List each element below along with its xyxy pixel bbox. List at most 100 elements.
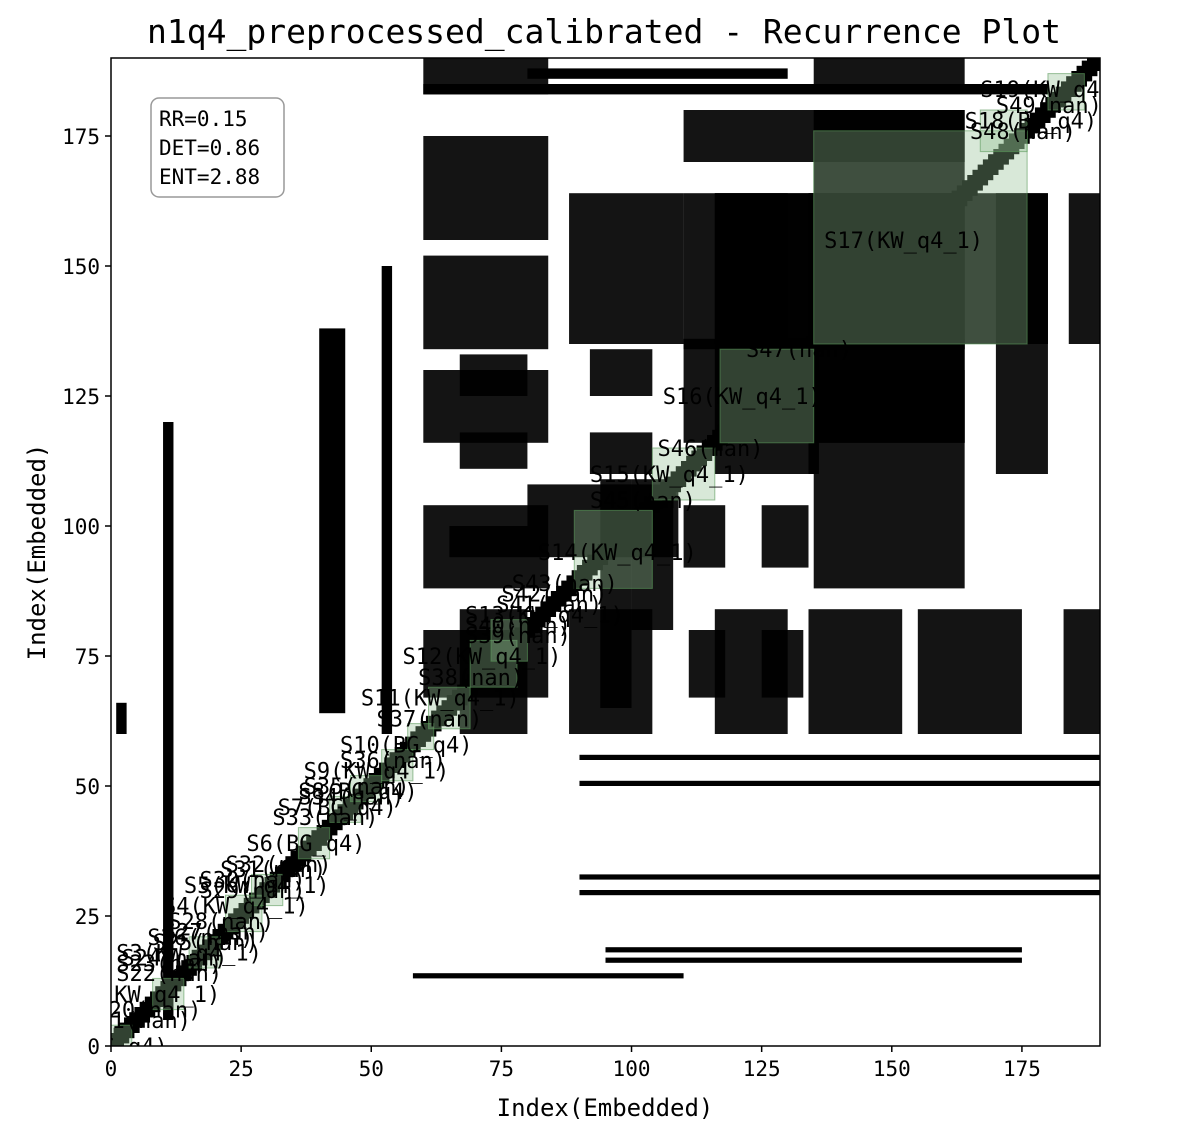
segment-label: S28(nan) xyxy=(168,910,274,935)
segment-region xyxy=(349,775,383,803)
segment-label: S36(nan) xyxy=(340,749,446,774)
segment-label: S21(nan) xyxy=(85,1009,191,1034)
segment-label: S35(nan) xyxy=(304,775,410,800)
segment-label: S18(BG_q4) xyxy=(965,109,1097,134)
segment-label: S34(nan) xyxy=(298,785,404,810)
segment-label: S12(KW_q4_1) xyxy=(402,645,561,670)
recurrence-block-mirror xyxy=(813,110,965,350)
recurrence-block xyxy=(714,193,788,344)
recurrence-line xyxy=(605,947,1022,953)
recurrence-block-mirror xyxy=(761,505,809,568)
segment-region xyxy=(1047,73,1085,111)
segment-label: S22(nan) xyxy=(116,962,222,987)
segment-region xyxy=(251,873,284,907)
stats-box-frame xyxy=(150,97,285,198)
x-tick-label: 100 xyxy=(613,1057,651,1081)
chart-title: n1q4_preprocessed_calibrated - Recurrenc… xyxy=(147,12,1061,52)
x-tick-label: 75 xyxy=(489,1057,514,1081)
segment-label: S38(nan) xyxy=(418,666,524,691)
recurrence-line xyxy=(116,702,127,734)
segment-label: S39(nan) xyxy=(465,624,571,649)
recurrence-block xyxy=(1068,193,1100,344)
segment-region xyxy=(381,749,414,782)
y-tick-label: 100 xyxy=(62,515,100,539)
y-tick-label: 0 xyxy=(87,1035,100,1059)
segment-label: S6(BG_q4) xyxy=(246,832,365,857)
recurrence-block xyxy=(808,609,903,734)
recurrence-block-mirror xyxy=(423,505,549,589)
segment-label: S26(nan) xyxy=(147,926,253,951)
recurrence-block xyxy=(589,432,653,474)
segment-label: S5(KW_q4_1) xyxy=(184,874,330,899)
segment-label: S29(nan) xyxy=(199,879,305,904)
x-axis-label: Index(Embedded) xyxy=(497,1094,714,1122)
y-tick-label: 150 xyxy=(62,255,100,279)
y-tick-label: 50 xyxy=(75,775,100,799)
y-axis-label: Index(Embedded) xyxy=(23,444,51,661)
segment-label: S7(BG_q4) xyxy=(278,796,397,821)
x-tick-label: 0 xyxy=(105,1057,118,1081)
recurrence-block-mirror xyxy=(683,505,726,568)
recurrence-line xyxy=(579,890,1100,896)
segment-label: S4(KW_q4_1) xyxy=(163,895,309,920)
segment-label: S10(BG_q4) xyxy=(340,733,472,758)
segment-region xyxy=(469,639,518,688)
segment-label: S19(KW_q4_1) xyxy=(980,78,1139,103)
recurrence-line xyxy=(412,973,684,979)
segment-label: S47(nan) xyxy=(746,338,852,363)
recurrence-line xyxy=(319,328,346,714)
segment-region xyxy=(651,447,716,501)
segment-layer xyxy=(111,73,1085,1046)
recurrence-line xyxy=(579,754,1100,760)
segment-label: S48(nan) xyxy=(970,120,1076,145)
recurrence-line xyxy=(527,68,788,79)
segment-region xyxy=(407,723,435,751)
segment-region xyxy=(225,894,263,933)
segment-label: S37(nan) xyxy=(376,707,482,732)
segment-label: S45(nan) xyxy=(590,489,696,514)
segment-label: S15(KW_q4_1) xyxy=(590,463,749,488)
recurrence-block-mirror xyxy=(423,255,549,350)
plot-frame xyxy=(110,57,1101,1047)
recurrence-layer xyxy=(111,58,1100,1046)
segment-region xyxy=(329,795,362,823)
stats-det: DET=0.86 xyxy=(159,136,260,160)
segment-region xyxy=(297,827,331,860)
segment-region xyxy=(428,686,471,730)
segment-label: S41(nan) xyxy=(496,593,602,618)
segment-label: S42(nan) xyxy=(501,583,607,608)
recurrence-line xyxy=(163,422,174,1020)
recurrence-block xyxy=(569,609,653,734)
recurrence-line xyxy=(579,874,1100,880)
segment-region xyxy=(979,109,1028,153)
segment-label: S8(BG_q4) xyxy=(298,780,417,805)
recurrence-block xyxy=(714,609,788,734)
segment-label: S20(nan) xyxy=(95,999,201,1024)
y-axis: 0 25 50 75 100 125 150 175 xyxy=(62,125,111,1059)
x-tick-label: 25 xyxy=(228,1057,253,1081)
segment-label: S43(nan) xyxy=(512,572,618,597)
segment-label: S11(KW_q4_1) xyxy=(361,687,520,712)
recurrence-block xyxy=(917,609,1022,734)
recurrence-block-mirror xyxy=(813,370,965,443)
segment-label: S30(nan) xyxy=(199,869,305,894)
segment-label: S3(KW_q4_1) xyxy=(116,941,262,966)
segment-label: S33(nan) xyxy=(272,806,378,831)
x-tick-label: 150 xyxy=(873,1057,911,1081)
stats-box: RR=0.15 DET=0.86 ENT=2.88 xyxy=(150,97,285,198)
segment-label: S23(nan) xyxy=(116,952,222,977)
segment-region xyxy=(490,619,528,662)
segment-label: S16(KW_q4_1) xyxy=(663,385,822,410)
recurrence-block-mirror xyxy=(423,370,549,443)
recurrence-diagonal-cell xyxy=(1086,58,1100,71)
segment-label: S17(KW_q4_1) xyxy=(824,229,983,254)
segment-region xyxy=(152,977,185,1011)
segment-label: S49(nan) xyxy=(996,94,1102,119)
segment-label: S13(KW_q4_1) xyxy=(465,603,624,628)
segment-label: S25(nan) xyxy=(153,931,259,956)
segment-region xyxy=(813,130,1028,345)
y-tick-label: 175 xyxy=(62,125,100,149)
y-tick-label: 75 xyxy=(75,645,100,669)
y-tick-label: 25 xyxy=(75,905,100,929)
